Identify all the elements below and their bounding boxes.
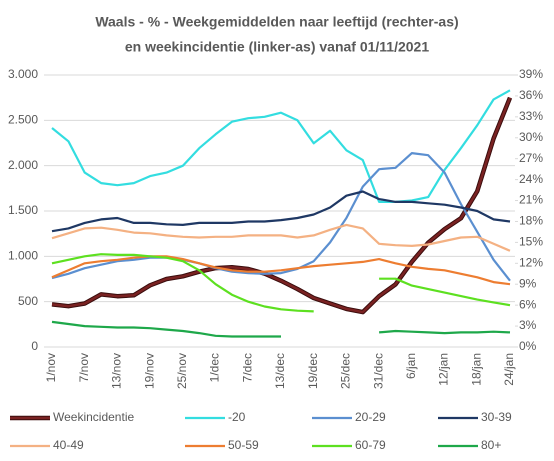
series-line xyxy=(51,320,511,338)
legend-label: 80+ xyxy=(481,438,501,452)
y2-tick-label: 33% xyxy=(519,109,543,123)
y2-tick-label: 18% xyxy=(519,214,543,228)
chart-title: en weekincidentie (linker-as) vanaf 01/1… xyxy=(125,39,429,55)
series-line xyxy=(51,255,511,286)
x-tick-label: 1/dec xyxy=(208,353,222,382)
series-line xyxy=(51,152,511,282)
y-tick-label: 2.000 xyxy=(8,158,38,172)
y-tick-label: 1.000 xyxy=(8,249,38,263)
x-tick-label: 18/jan xyxy=(469,353,483,386)
x-tick-label: 13/nov xyxy=(110,353,124,389)
y2-tick-label: 30% xyxy=(519,130,543,144)
chart-title: Waals - % - Weekgemiddelden naar leeftij… xyxy=(95,14,458,30)
x-tick-label: 6/jan xyxy=(404,353,418,379)
series-line xyxy=(51,253,511,313)
y-tick-label: 2.500 xyxy=(8,113,38,127)
legend-label: 30-39 xyxy=(481,410,512,424)
x-tick-label: 19/nov xyxy=(142,353,156,389)
legend-label: 50-59 xyxy=(228,438,259,452)
y-tick-label: 3.000 xyxy=(8,67,38,81)
y2-tick-label: 21% xyxy=(519,193,543,207)
y2-tick-label: 12% xyxy=(519,255,543,269)
y2-tick-label: 6% xyxy=(519,297,537,311)
legend-label: 40-49 xyxy=(53,438,84,452)
x-tick-label: 25/dec xyxy=(339,353,353,389)
y2-tick-label: 3% xyxy=(519,318,537,332)
x-tick-label: 19/dec xyxy=(306,353,320,389)
y2-tick-label: 24% xyxy=(519,172,543,186)
series-line xyxy=(51,190,511,233)
x-tick-label: 1/nov xyxy=(44,353,58,382)
legend-label: 20-29 xyxy=(355,410,386,424)
x-tick-label: 24/jan xyxy=(502,353,516,386)
series-line xyxy=(51,89,511,203)
x-tick-label: 25/nov xyxy=(175,353,189,389)
legend-label: Weekincidentie xyxy=(53,410,134,424)
legend-label: 60-79 xyxy=(355,438,386,452)
series-line xyxy=(51,223,511,252)
x-tick-label: 12/jan xyxy=(437,353,451,386)
y-tick-label: 500 xyxy=(18,294,38,308)
y2-tick-label: 27% xyxy=(519,151,543,165)
y2-tick-label: 39% xyxy=(519,67,543,81)
y2-tick-label: 9% xyxy=(519,276,537,290)
x-tick-label: 31/dec xyxy=(371,353,385,389)
y2-tick-label: 0% xyxy=(519,339,537,353)
y-tick-label: 1.500 xyxy=(8,203,38,217)
series-line xyxy=(51,97,512,314)
x-tick-label: 7/nov xyxy=(77,353,91,382)
y2-tick-label: 15% xyxy=(519,235,543,249)
y-tick-label: 0 xyxy=(31,339,38,353)
x-tick-label: 7/dec xyxy=(240,353,254,382)
legend-label: -20 xyxy=(228,410,246,424)
x-tick-label: 13/dec xyxy=(273,353,287,389)
y2-tick-label: 36% xyxy=(519,88,543,102)
